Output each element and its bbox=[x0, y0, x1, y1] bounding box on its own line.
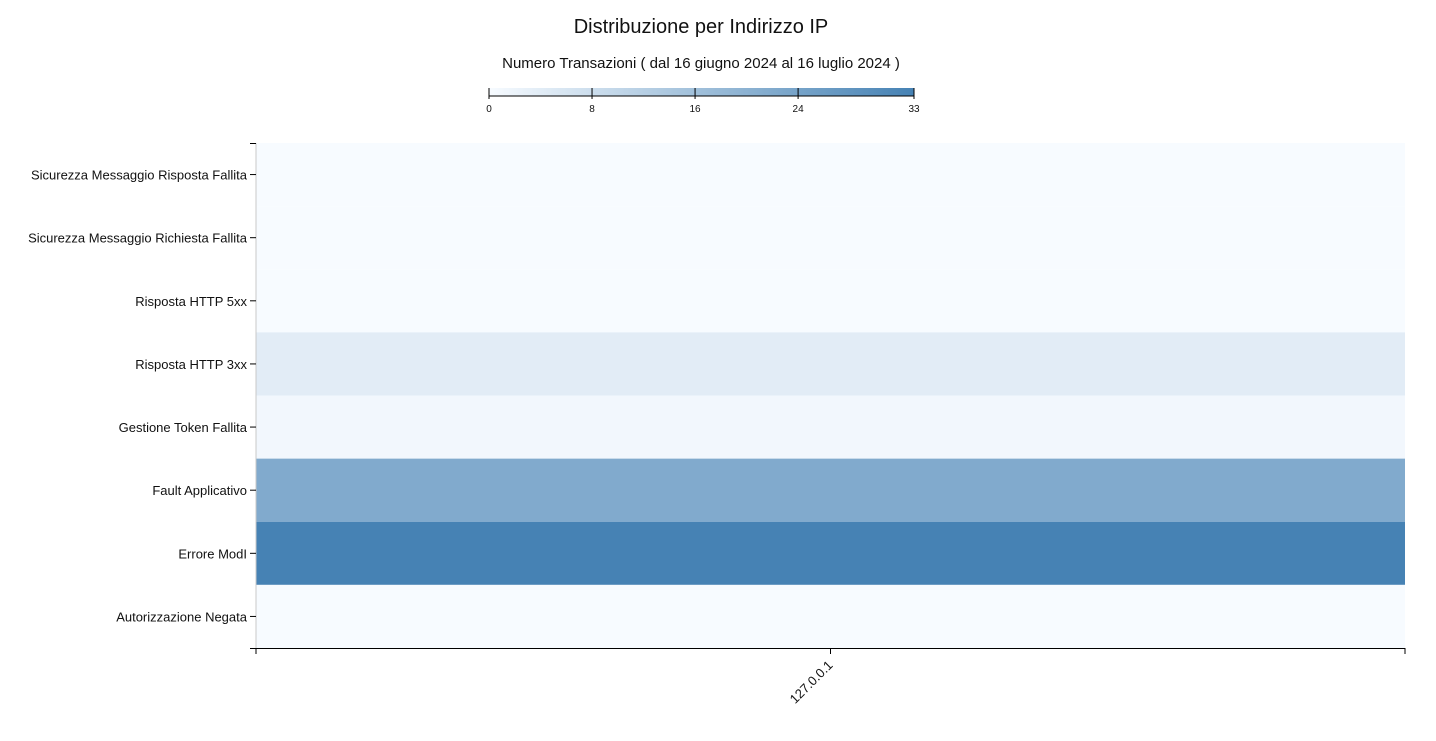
y-tick-label: Sicurezza Messaggio Richiesta Fallita bbox=[28, 231, 248, 246]
legend-gradient-bar bbox=[489, 88, 914, 96]
legend-tick-label: 16 bbox=[689, 104, 701, 115]
heatmap-cells: Sicurezza Messaggio Risposta Fallita / 1… bbox=[256, 143, 1405, 648]
y-tick-label: Gestione Token Fallita bbox=[119, 420, 248, 435]
y-axis: Sicurezza Messaggio Risposta Fallita Sicu… bbox=[28, 143, 257, 649]
legend-tick-label: 24 bbox=[793, 104, 805, 115]
y-tick-label: Risposta HTTP 3xx bbox=[135, 357, 247, 372]
y-tick-label: Fault Applicativo bbox=[152, 483, 247, 498]
y-tick-label: Risposta HTTP 5xx bbox=[135, 294, 247, 309]
heatmap-cell: Risposta HTTP 5xx / 127.0.0.1: 0 bbox=[256, 269, 1405, 333]
color-legend: 0 8 16 24 33 bbox=[486, 88, 920, 115]
x-axis: 127.0.0.1 bbox=[255, 648, 1406, 707]
heatmap-cell: Sicurezza Messaggio Risposta Fallita / 1… bbox=[256, 143, 1405, 207]
legend-tick-label: 8 bbox=[589, 104, 595, 115]
legend-title: Numero Transazioni ( dal 16 giugno 2024 … bbox=[502, 55, 900, 72]
y-tick-label: Errore ModI bbox=[178, 546, 247, 561]
heatmap-cell: Gestione Token Fallita / 127.0.0.1: 1 bbox=[256, 395, 1405, 459]
heatmap-cell: Sicurezza Messaggio Richiesta Fallita / … bbox=[256, 206, 1405, 270]
y-tick-label: Autorizzazione Negata bbox=[116, 609, 248, 624]
heatmap-cell: Errore ModI / 127.0.0.1: 33 bbox=[256, 521, 1405, 585]
heatmap-cell: Autorizzazione Negata / 127.0.0.1: 0 bbox=[256, 584, 1405, 648]
legend-tick-label: 0 bbox=[486, 104, 492, 115]
heatmap-cell: Fault Applicativo / 127.0.0.1: 22 bbox=[256, 458, 1405, 522]
legend-tick-label: 33 bbox=[908, 104, 920, 115]
chart-title: Distribuzione per Indirizzo IP bbox=[574, 16, 829, 38]
x-tick-label: 127.0.0.1 bbox=[787, 658, 836, 707]
heatmap-cell: Risposta HTTP 3xx / 127.0.0.1: 4 bbox=[256, 332, 1405, 396]
y-tick-label: Sicurezza Messaggio Risposta Fallita bbox=[31, 168, 248, 183]
